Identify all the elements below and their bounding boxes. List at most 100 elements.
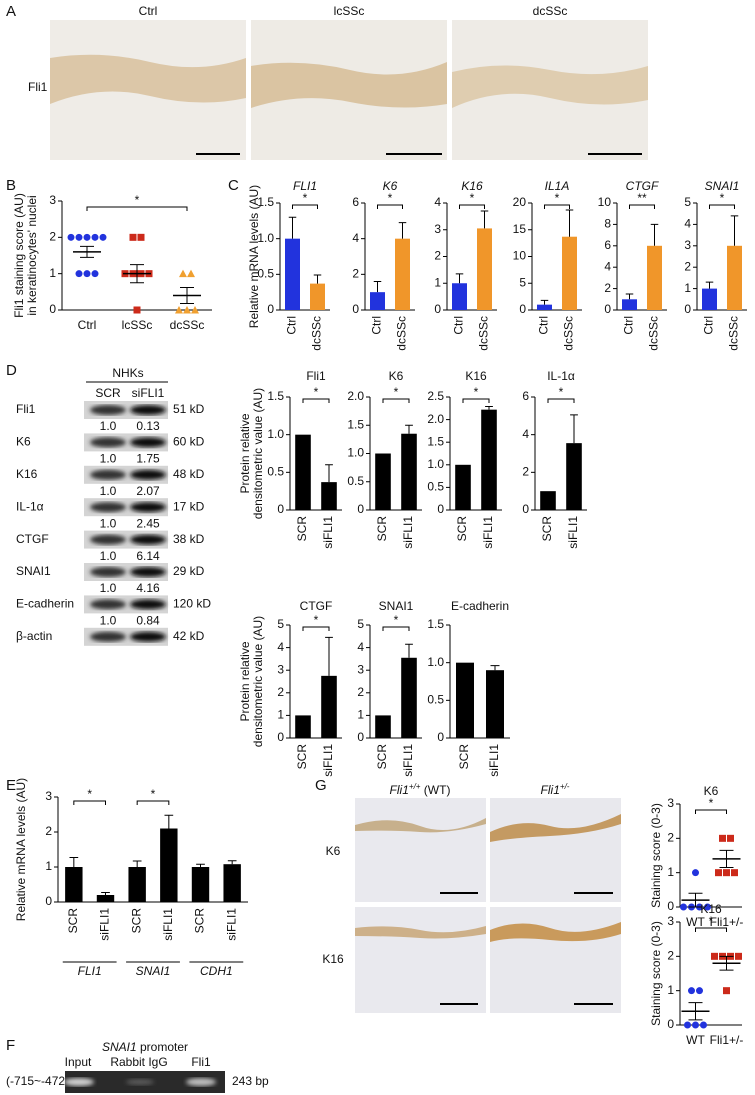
significance-bracket [695, 809, 727, 814]
y-axis-label: densitometric value (AU) [251, 388, 265, 519]
significance-label: * [303, 191, 308, 205]
point [680, 903, 687, 911]
significance-label: * [470, 191, 475, 205]
band-size: 243 bp [232, 1074, 269, 1088]
y-tick-label: 2.0 [427, 412, 444, 426]
y-tick-label: 2.5 [427, 389, 444, 403]
y-tick-label: 6 [352, 195, 359, 209]
y-tick-label: 0 [45, 894, 52, 908]
chart: 0 0.5 1.0 1.5 FLI1 Relative mRNA levels (AU) C… [247, 179, 330, 351]
protein-label: K6 [16, 435, 31, 449]
point [67, 233, 75, 241]
y-tick-label: 1 [357, 708, 364, 722]
significance-bracket [459, 204, 485, 209]
band-size: 60 kD [173, 435, 205, 449]
error-bar [325, 636, 333, 676]
bar [486, 670, 504, 738]
lane-label: SCR [95, 386, 121, 400]
bar [395, 238, 410, 310]
x-tick-label: Ctrl [622, 316, 636, 335]
y-axis-label: Relative mRNA levels (AU) [14, 778, 28, 921]
y-tick-label: 1.0 [427, 457, 444, 471]
bar [310, 283, 325, 310]
point [684, 1021, 691, 1029]
band [130, 534, 166, 545]
point [191, 306, 199, 314]
y-tick-label: 2 [277, 685, 284, 699]
y-tick-label: 3 [277, 662, 284, 676]
y-tick-label: 1 [667, 865, 674, 879]
blot-header: NHKs [112, 366, 143, 380]
y-tick-label: 3 [667, 914, 674, 928]
y-tick-label: 2 [667, 949, 674, 963]
bar [223, 864, 241, 902]
panel-letter: G [315, 777, 327, 794]
x-tick-label: dcSSc [562, 316, 576, 351]
y-tick-label: 0 [434, 302, 441, 316]
ratio: 1.0 [100, 484, 117, 498]
x-tick-label: SCR [375, 744, 389, 770]
y-tick-label: 1.5 [257, 195, 274, 209]
error-bar [485, 405, 493, 410]
error-bar [688, 1002, 703, 1021]
micrograph [355, 798, 486, 902]
y-tick-label: 20 [513, 195, 527, 209]
y-tick-label: 3 [684, 238, 691, 252]
error-bar [325, 464, 333, 483]
y-tick-label: 3 [434, 222, 441, 236]
error-bar [196, 863, 205, 867]
lane-label: Rabbit IgG [110, 1055, 167, 1069]
bar [375, 453, 391, 510]
x-tick-label: Ctrl [285, 316, 299, 335]
ratio: 2.07 [136, 484, 160, 498]
y-tick-label: 2 [49, 230, 56, 244]
band [130, 437, 166, 448]
y-tick-label: 3 [357, 662, 364, 676]
chart: 0 0.5 1.0 1.5 E-cadherin SCR siFLI1 [427, 599, 510, 777]
point [723, 987, 730, 995]
band-size: 120 kD [173, 597, 211, 611]
chart-title: FLI1 [293, 179, 317, 193]
significance-label: * [87, 787, 92, 801]
chart: 0 1 2 3 Fli1 staining score (AU) in keratinoc… [12, 193, 212, 332]
error-bar [625, 293, 634, 300]
error-bar [480, 210, 489, 229]
x-tick-label: Ctrl [370, 316, 384, 335]
significance-bracket [302, 626, 330, 631]
chart: 0 0.5 1.0 1.5 Fli1 Protein relative densitomet… [238, 369, 342, 549]
band [90, 631, 126, 642]
y-tick-label: 1.0 [257, 231, 274, 245]
point [175, 306, 183, 314]
group-label: CDH1 [200, 964, 233, 978]
point [83, 270, 91, 278]
bar [702, 288, 717, 310]
bar [191, 867, 210, 902]
significance-label: * [314, 613, 319, 627]
band [130, 631, 166, 642]
error-bar [398, 222, 407, 239]
ratio: 1.0 [100, 581, 117, 595]
error-bar [164, 814, 174, 829]
micrograph [50, 20, 246, 160]
error-bar [373, 280, 382, 293]
error-bar [490, 665, 500, 671]
y-tick-label: 4 [684, 217, 691, 231]
chart: 0 1 2 3 4 5 SNAI1 SCR siFLI1 * [357, 599, 422, 777]
x-tick-label: SCR [193, 908, 207, 934]
error-bar [288, 216, 297, 239]
x-tick-label: dcSSc [310, 316, 324, 351]
point [692, 1021, 699, 1029]
bar [562, 236, 577, 310]
y-tick-label: 1.5 [267, 389, 284, 403]
error-bar [705, 281, 714, 289]
x-tick-label: siFLI1 [401, 744, 415, 777]
band-size: 17 kD [173, 499, 205, 513]
group-label: SNAI1 [136, 964, 171, 978]
x-tick-label: siFLI1 [321, 516, 335, 549]
y-axis-label: Staining score (0-3) [649, 921, 663, 1026]
error-bar [570, 414, 578, 444]
chart-title: K16 [700, 902, 722, 916]
micrograph [490, 907, 621, 1013]
